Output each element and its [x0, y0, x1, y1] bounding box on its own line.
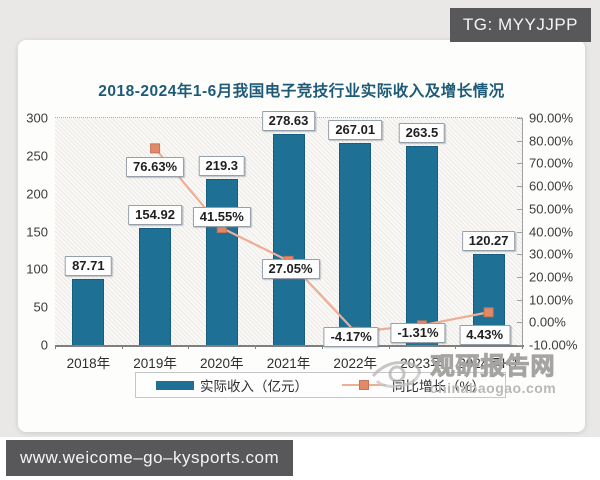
legend-item-revenue: 实际收入（亿元）: [156, 375, 308, 395]
x-axis-tickmark: [255, 345, 257, 349]
bar-2023年: [405, 145, 438, 345]
y-axis-tick-right: -10.00%: [529, 337, 578, 353]
y-axis-tickmark-right: [517, 322, 522, 324]
watermark: 观研报告网 chinabaogao.com: [371, 353, 583, 396]
x-axis-tickmark: [455, 345, 457, 349]
bar-value-label: 154.92: [128, 204, 182, 225]
right-y-axis-line: [522, 118, 523, 346]
x-axis-label: 2021年: [266, 356, 311, 371]
bar-2019年: [139, 227, 172, 345]
x-axis-tickmark: [522, 345, 523, 349]
growth-value-label: 4.43%: [459, 325, 511, 346]
y-axis-tick-right: 90.00%: [529, 110, 574, 126]
bar-2021年: [272, 134, 305, 345]
bar-2022年: [339, 142, 372, 345]
chart-title: 2018-2024年1-6月我国电子竞技行业实际收入及增长情况: [98, 83, 505, 100]
watermark-domain: chinabaogao.com: [429, 380, 557, 396]
y-axis-tickmark-right: [517, 163, 522, 165]
legend-label-growth: 同比增长（%）: [392, 379, 486, 394]
growth-value-label: 76.63%: [126, 157, 185, 178]
y-axis-tickmark-right: [517, 345, 522, 346]
watermark-brand: 观研报告网: [430, 353, 556, 380]
x-axis-label: 2022年: [333, 356, 377, 371]
eye-logo-icon: [371, 361, 421, 388]
legend-label-revenue: 实际收入（亿元）: [200, 379, 308, 394]
legend-item-growth: 同比增长（%）: [342, 375, 485, 395]
x-axis-tickmark: [388, 345, 390, 349]
growth-value-label: -1.31%: [390, 323, 446, 344]
x-axis-label: 2023年: [400, 356, 444, 371]
y-axis-tickmark-right: [517, 118, 522, 119]
growth-line: [150, 143, 494, 337]
y-axis-tick-left: 300: [26, 110, 48, 126]
bar-2018年: [72, 278, 105, 345]
y-axis-tickmark-right: [517, 276, 522, 278]
bar-value-label: 278.63: [261, 111, 316, 132]
y-axis-tickmark-right: [517, 254, 522, 256]
y-axis-tick-left: 50: [33, 299, 48, 315]
y-axis-tickmark-right: [517, 231, 522, 233]
bar-value-label: 219.3: [198, 156, 246, 177]
bar-series-swatch: [156, 380, 194, 390]
y-axis-tick-left: 150: [26, 224, 48, 239]
bar-2020年: [205, 179, 238, 345]
x-axis-tickmark: [55, 345, 56, 349]
y-axis-tick-right: 70.00%: [529, 155, 574, 171]
y-axis-tick-left: 250: [26, 148, 48, 164]
bar-value-label: 263.5: [398, 122, 446, 143]
y-axis-tick-right: 30.00%: [529, 246, 574, 262]
y-axis-tick-left: 0: [40, 337, 48, 353]
x-axis-tickmark: [188, 345, 190, 349]
chart-legend: 实际收入（亿元） 同比增长（%）: [135, 372, 507, 398]
y-axis-tick-right: 40.00%: [529, 224, 574, 239]
growth-value-label: -4.17%: [323, 326, 379, 347]
y-axis-tick-right: 60.00%: [529, 178, 574, 194]
growth-value-label: 27.05%: [261, 258, 320, 279]
telegram-contact-badge: TG: MYYJJPP: [449, 8, 591, 42]
y-axis-tickmark-right: [517, 186, 522, 188]
x-axis-line: [55, 345, 524, 347]
y-axis-tick-right: 0.00%: [529, 314, 566, 330]
line-marker: [483, 307, 494, 318]
x-axis-label: 2024年H1: [458, 356, 520, 371]
x-axis-label: 2018年: [66, 356, 111, 371]
x-axis-label: 2020年: [200, 356, 244, 371]
y-axis-tickmark-right: [517, 299, 522, 301]
y-axis-tickmark-right: [517, 140, 522, 142]
bar-value-label: 87.71: [65, 255, 112, 276]
y-axis-tick-right: 80.00%: [529, 133, 574, 149]
x-axis-tickmark: [321, 345, 323, 349]
line-series-swatch: [342, 380, 386, 390]
bar-value-label: 120.27: [461, 230, 516, 251]
bar-value-label: 267.01: [328, 119, 383, 140]
x-axis-label: 2019年: [133, 356, 177, 371]
y-axis-tick-left: 200: [26, 186, 48, 202]
y-axis-tick-right: 50.00%: [529, 201, 574, 217]
site-url-badge: www.weicome–go–kysports.com: [6, 440, 294, 476]
y-axis-tick-left: 100: [26, 261, 48, 277]
y-axis-tickmark-right: [517, 208, 522, 210]
y-axis-tick-right: 10.00%: [529, 292, 574, 308]
growth-value-label: 41.55%: [192, 206, 251, 227]
chart-card: 2018-2024年1-6月我国电子竞技行业实际收入及增长情况 300 250 20…: [18, 40, 585, 432]
y-axis-tick-right: 20.00%: [529, 269, 574, 285]
x-axis-tickmark: [121, 345, 123, 349]
line-marker: [150, 143, 161, 154]
